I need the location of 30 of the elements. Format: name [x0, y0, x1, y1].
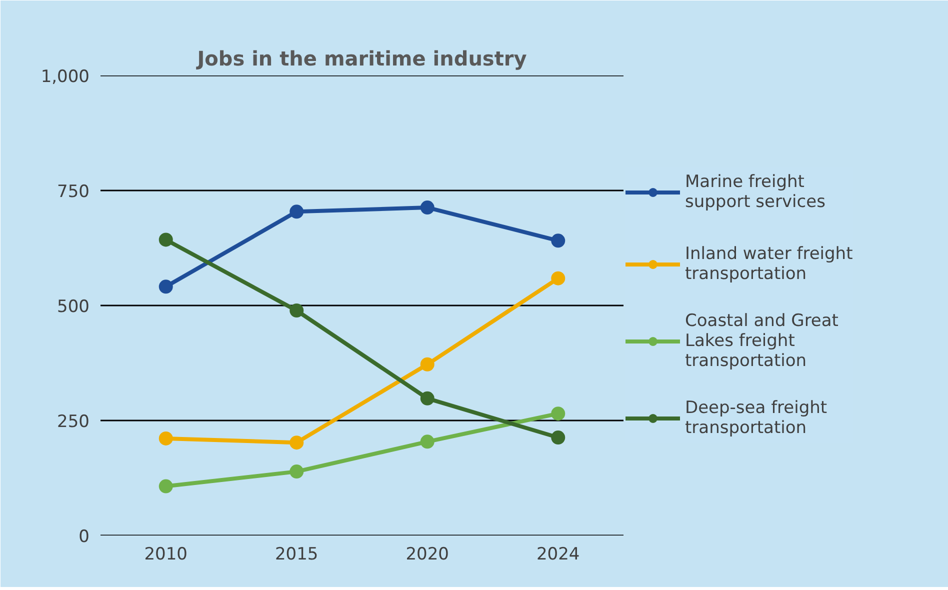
point [551, 271, 566, 286]
point [551, 234, 566, 248]
y-tick-label: 750 [57, 182, 90, 202]
point [290, 464, 304, 479]
x-tick-label: 2015 [274, 544, 318, 564]
point [290, 436, 304, 450]
point [158, 280, 173, 294]
chart-title: Jobs in the maritime industry [195, 46, 527, 70]
point [420, 434, 434, 449]
y-tick-label: 250 [57, 412, 90, 432]
legend-label: Coastal and Great Lakes freight transportation [685, 311, 838, 371]
point [158, 479, 173, 494]
x-tick-label: 2020 [406, 544, 450, 564]
y-tick-label: 500 [57, 297, 90, 317]
point [420, 200, 434, 215]
legend-label: Inland water freight transportation [685, 243, 853, 286]
point [551, 430, 566, 445]
point [158, 431, 173, 446]
y-tick-label: 0 [78, 527, 90, 547]
point [420, 357, 434, 372]
point [158, 232, 173, 247]
legend-label: Deep-sea freight transportation [685, 397, 828, 440]
x-tick-label: 2024 [536, 544, 580, 564]
x-tick-label: 2010 [144, 544, 188, 564]
point [290, 304, 304, 318]
legend-label: Marine freight support services [685, 171, 826, 214]
y-tick-label: 1,000 [40, 67, 90, 87]
point [420, 391, 434, 406]
point [290, 204, 304, 219]
point [551, 406, 566, 421]
